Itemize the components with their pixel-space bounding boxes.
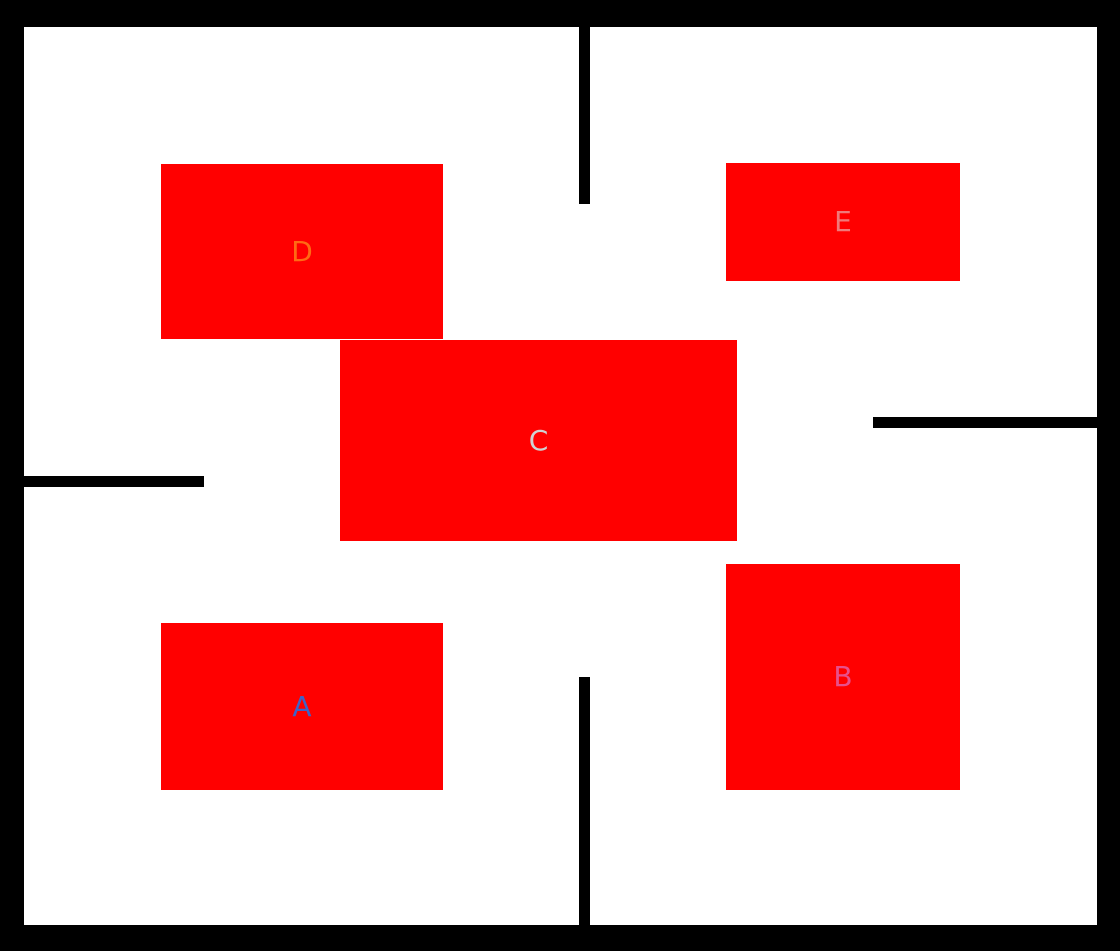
wall-bottom-middle	[579, 677, 590, 925]
wall-top-middle	[579, 27, 590, 204]
room-a[interactable]: A	[161, 623, 443, 790]
room-a-label: A	[292, 689, 312, 723]
room-d[interactable]: D	[161, 164, 443, 339]
room-b-label: B	[833, 660, 853, 693]
room-b[interactable]: B	[726, 564, 960, 790]
wall-left-horizontal	[24, 476, 204, 487]
room-c-label: C	[528, 423, 549, 457]
room-d-label: D	[291, 234, 313, 268]
room-e-label: E	[834, 205, 852, 238]
room-e[interactable]: E	[726, 163, 960, 281]
room-c[interactable]: C	[340, 340, 737, 541]
wall-right-horizontal	[873, 417, 1097, 428]
